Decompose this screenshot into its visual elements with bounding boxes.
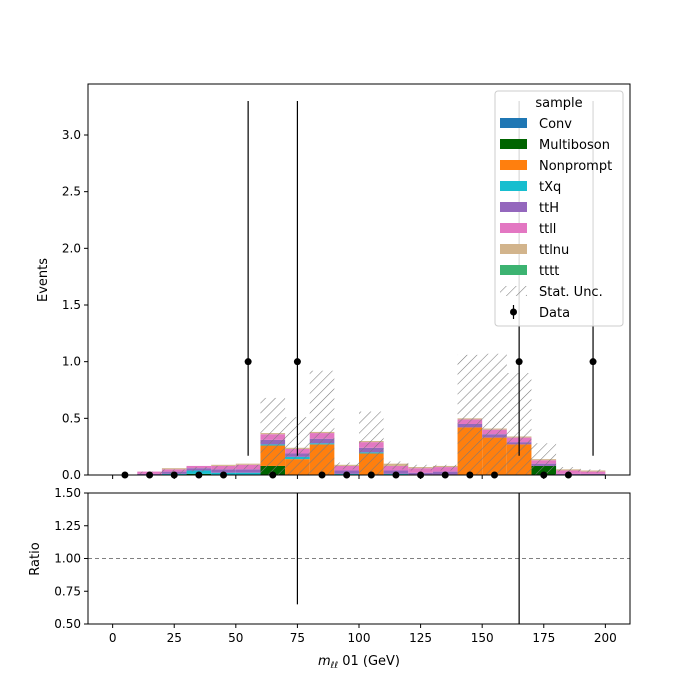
data-point <box>293 358 301 366</box>
ratio-y-tick-label: 1.25 <box>54 519 81 533</box>
stat-unc-band <box>334 462 359 470</box>
x-tick-label: 25 <box>167 631 182 645</box>
stat-unc-band <box>260 397 286 475</box>
x-axis-label-rest: 01 (GeV) <box>338 654 400 669</box>
ratio-plot-frame <box>87 492 631 625</box>
stat-unc-band <box>235 464 261 470</box>
ratio-plot-panel: 0.50 0.75 1.00 1.25 1.50 0 25 50 75 100 125 150 175… <box>28 486 631 671</box>
legend-label-nonprompt: Nonprompt <box>539 159 612 174</box>
ratio-y-tick-label: 0.75 <box>54 584 81 598</box>
legend-label-txq: tXq <box>539 180 561 195</box>
legend-label-conv: Conv <box>539 117 572 132</box>
x-tick-label: 100 <box>348 631 371 645</box>
ratio-error-bars <box>296 493 520 624</box>
bar-ttlnu <box>161 468 187 470</box>
legend-label-data: Data <box>539 306 570 321</box>
legend-swatch-multiboson <box>500 139 527 149</box>
legend-swatch-tttt <box>500 265 527 275</box>
bar-txq <box>235 472 261 475</box>
y-tick-label: 2.0 <box>62 241 81 255</box>
y-tick-label: 0.5 <box>62 411 81 425</box>
x-tick-label: 125 <box>409 631 432 645</box>
main-x-axis <box>112 475 606 479</box>
stat-unc-band <box>186 467 212 472</box>
legend-swatch-txq <box>500 181 527 191</box>
legend-label-ttlnu: ttlnu <box>539 243 569 258</box>
legend-data-marker <box>510 308 517 316</box>
stat-unc-band <box>359 411 384 475</box>
ratio-y-tick-label: 1.50 <box>54 486 81 500</box>
bar-ttlnu <box>235 463 261 465</box>
bar-ttlnu <box>211 464 236 466</box>
ratio-x-axis: 0 25 50 75 100 125 150 175 200 <box>109 624 617 645</box>
stat-unc-band <box>211 465 236 471</box>
stat-unc-band <box>531 443 557 475</box>
data-point <box>515 358 523 366</box>
x-axis-label-sub: ℓℓ <box>330 661 338 671</box>
legend-swatch-conv <box>500 118 527 128</box>
bar-ttll <box>408 468 433 473</box>
main-y-axis-label: Events <box>36 258 51 302</box>
data-point <box>589 358 597 366</box>
legend-swatch-stat-unc <box>500 286 527 296</box>
legend-swatch-nonprompt <box>500 160 527 170</box>
stat-unc-band <box>432 464 458 471</box>
y-tick-label: 1.5 <box>62 298 81 312</box>
bar-tth <box>211 469 236 473</box>
y-tick-label: 0.0 <box>62 468 81 482</box>
legend-label-stat-unc: Stat. Unc. <box>539 285 603 300</box>
bar-tth <box>235 469 261 473</box>
legend-label-ttll: ttll <box>539 222 556 237</box>
stat-uncertainty-bands <box>137 353 606 475</box>
stat-unc-band <box>383 461 409 470</box>
stat-unc-band <box>309 370 335 475</box>
ratio-y-axis-label: Ratio <box>28 542 43 575</box>
x-tick-label: 0 <box>109 631 117 645</box>
ratio-y-tick-label: 0.50 <box>54 617 81 631</box>
main-plot-panel: 0.0 0.5 1.0 1.5 2.0 2.5 3.0 Events <box>36 83 631 482</box>
x-axis-label-var: m <box>318 654 331 669</box>
x-tick-label: 150 <box>471 631 494 645</box>
x-tick-label: 50 <box>228 631 243 645</box>
x-tick-label: 175 <box>532 631 555 645</box>
legend-label-tth: ttH <box>539 201 559 216</box>
legend-label-tttt: tttt <box>539 264 559 279</box>
x-tick-label: 200 <box>594 631 617 645</box>
y-tick-label: 1.0 <box>62 355 81 369</box>
legend-label-multiboson: Multiboson <box>539 138 610 153</box>
data-point <box>244 358 252 366</box>
legend-swatch-ttll <box>500 223 527 233</box>
x-tick-label: 75 <box>290 631 305 645</box>
stat-unc-band <box>556 467 581 472</box>
ratio-y-tick-label: 1.00 <box>54 552 81 566</box>
main-y-axis: 0.0 0.5 1.0 1.5 2.0 2.5 3.0 <box>62 128 88 482</box>
y-tick-label: 3.0 <box>62 128 81 142</box>
bar-ttll <box>186 465 212 469</box>
legend-swatch-tth <box>500 202 527 212</box>
legend-swatch-ttlnu <box>500 244 527 254</box>
x-axis-label: mℓℓ 01 (GeV) <box>318 654 400 671</box>
legend-title: sample <box>535 96 582 111</box>
y-tick-label: 2.5 <box>62 185 81 199</box>
stat-unc-band <box>457 354 483 475</box>
ratio-y-axis: 0.50 0.75 1.00 1.25 1.50 <box>54 486 88 631</box>
stat-unc-band <box>482 353 507 475</box>
stat-unc-band <box>580 469 606 473</box>
legend-entries: Conv Multiboson Nonprompt tXq ttH ttll ttlnu tt… <box>500 117 612 321</box>
legend: sample Conv Multiboson Nonprompt tXq ttH ttll… <box>494 90 624 327</box>
bar-tth <box>580 473 606 475</box>
stat-unc-band <box>408 464 433 471</box>
